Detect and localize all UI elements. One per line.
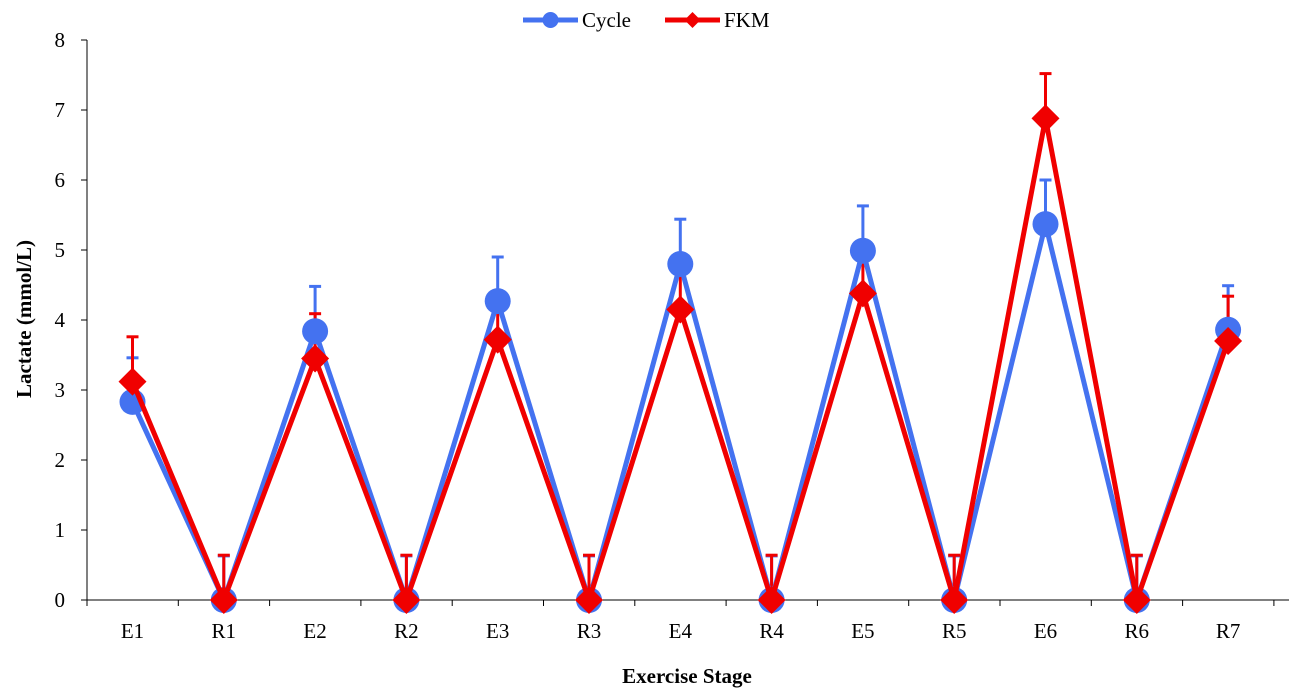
x-axis-title: Exercise Stage — [622, 664, 752, 688]
y-tick-label: 6 — [55, 168, 66, 192]
x-tick-label: R6 — [1125, 619, 1150, 643]
y-tick-label: 7 — [55, 98, 66, 122]
series-layer — [118, 72, 1243, 614]
ticks-layer: 0 1 2 3 4 5 6 7 8 E1 R1 E2 R2 E3 R3 E4 R4 E5 R5 E6 R6 R7 — [55, 28, 1275, 643]
y-axis-title: Lactate (mmol/L) — [12, 240, 36, 398]
legend-label: Cycle — [582, 8, 631, 32]
x-tick-label: R2 — [394, 619, 419, 643]
x-tick-label: E4 — [669, 619, 693, 643]
x-tick-label: E6 — [1034, 619, 1057, 643]
data-point — [1214, 327, 1243, 355]
data-point — [757, 586, 786, 614]
legend-item-fkm: FKM — [665, 8, 770, 32]
data-point — [1122, 586, 1151, 614]
y-tick-label: 0 — [55, 588, 66, 612]
data-point — [301, 344, 330, 373]
data-point — [666, 295, 695, 324]
x-tick-label: R4 — [759, 619, 784, 643]
data-point — [940, 586, 969, 614]
axes-layer — [86, 40, 1289, 601]
x-tick-label: R3 — [577, 619, 602, 643]
y-tick-label: 8 — [55, 28, 66, 52]
x-tick-label: R1 — [212, 619, 237, 643]
legend-item-cycle: Cycle — [523, 8, 631, 32]
x-tick-label: E3 — [486, 619, 509, 643]
legend-label: FKM — [724, 8, 770, 32]
data-point — [118, 367, 147, 396]
series-line — [130, 117, 1231, 610]
x-tick-label: E1 — [121, 619, 144, 643]
y-tick-label: 4 — [55, 308, 66, 332]
legend-marker — [542, 12, 559, 28]
data-point — [848, 279, 877, 308]
x-tick-label: E2 — [303, 619, 326, 643]
data-point — [392, 586, 421, 614]
y-tick-label: 5 — [55, 238, 66, 262]
x-tick-label: R7 — [1216, 619, 1241, 643]
y-tick-label: 2 — [55, 448, 66, 472]
data-point — [209, 586, 238, 614]
series-fkm — [118, 104, 1243, 614]
data-point — [575, 586, 603, 614]
error-bars-fkm — [126, 72, 1235, 600]
data-point — [483, 325, 512, 354]
x-tick-label: E5 — [851, 619, 874, 643]
legend: Cycle FKM — [523, 8, 770, 32]
data-point — [1031, 104, 1060, 133]
data-point — [484, 288, 511, 315]
x-tick-label: R5 — [942, 619, 967, 643]
y-tick-label: 3 — [55, 378, 66, 402]
legend-marker — [684, 12, 701, 28]
data-point — [1032, 211, 1059, 238]
y-tick-label: 1 — [55, 518, 66, 542]
data-point — [849, 237, 876, 264]
data-point — [302, 318, 329, 345]
data-point — [667, 251, 694, 277]
